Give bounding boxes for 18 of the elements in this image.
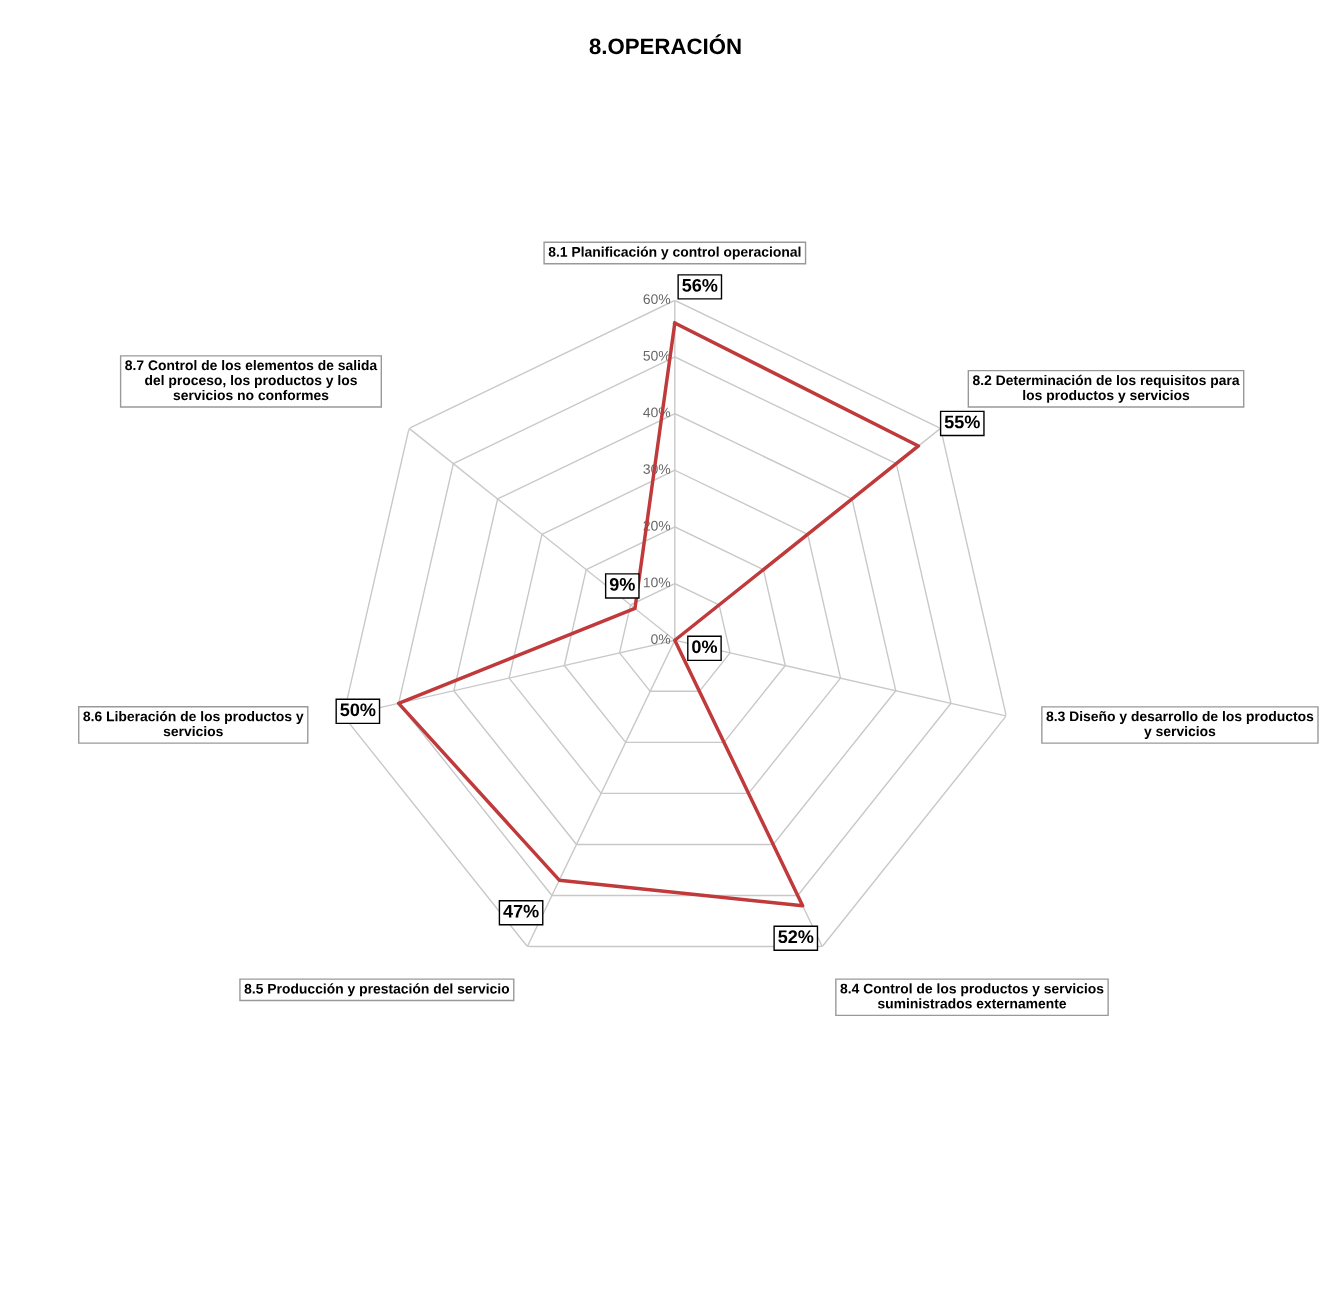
data-label: 52% [778, 930, 814, 944]
spoke-label: 8.7 Control de los elementos de salida del proceso, los productos y los servicios no conformes [125, 360, 378, 401]
spoke-label: 8.4 Control de los productos y servicios suministrados externamente [840, 983, 1104, 1009]
data-label: 47% [503, 904, 539, 918]
y-tick-label: 60% [643, 294, 671, 305]
y-tick-label: 0% [651, 634, 671, 644]
spoke-label: 8.3 Diseño y desarrollo de los productos y servicios [1046, 711, 1314, 739]
spoke-label: 8.2 Determinación de los requisitos para los productos y servicios [972, 374, 1240, 403]
chart-title: 8.OPERACIÓN [589, 34, 741, 55]
data-label: 55% [944, 415, 980, 429]
y-tick-label: 10% [643, 577, 671, 588]
data-label: 56% [682, 278, 718, 292]
data-label: 50% [340, 703, 376, 717]
data-label: 9% [609, 578, 635, 591]
spoke-label: 8.1 Planificación y control operacional [548, 246, 801, 260]
spoke-label: 8.5 Producción y prestación del servicio [244, 983, 510, 997]
spoke-label: 8.6 Liberación de los productos y servicios [83, 710, 304, 737]
data-label: 0% [692, 640, 718, 654]
